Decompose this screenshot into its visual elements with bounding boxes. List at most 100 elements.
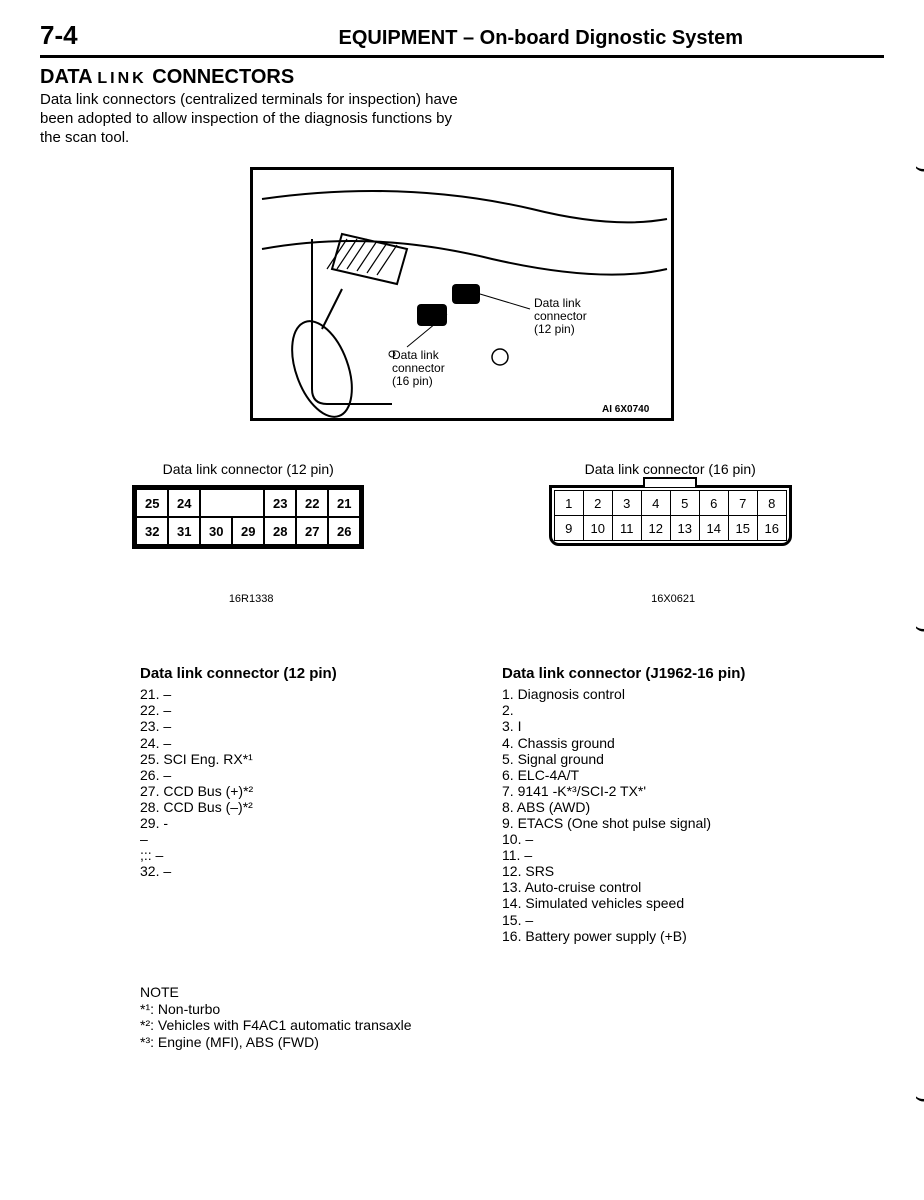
- connector-12pin-block: Data link connector (12 pin) 25 24 23 22…: [132, 461, 364, 553]
- pin-cell: 1: [554, 491, 583, 516]
- pin-cell: 15: [728, 516, 757, 541]
- pin-item: 29. -: [140, 815, 442, 831]
- svg-text:connector: connector: [534, 309, 587, 323]
- note-lines: *¹: Non-turbo*²: Vehicles with F4AC1 aut…: [140, 1001, 884, 1051]
- pin-cell: 27: [296, 517, 328, 545]
- pin-item: 5. Signal ground: [502, 751, 804, 767]
- note-line: *¹: Non-turbo: [140, 1001, 884, 1018]
- svg-text:Data link: Data link: [392, 348, 440, 362]
- page-title: EQUIPMENT – On-board Dignostic System: [198, 27, 884, 50]
- pin-cell: 16: [757, 516, 786, 541]
- pin-cell: 12: [641, 516, 670, 541]
- pin-item: 3. I: [502, 718, 804, 734]
- svg-text:(12 pin): (12 pin): [534, 322, 575, 336]
- pin-item: 11. –: [502, 847, 804, 863]
- pin-item: 28. CCD Bus (–)*²: [140, 799, 442, 815]
- pin-cell: 10: [583, 516, 612, 541]
- pin-cell: 26: [328, 517, 360, 545]
- pin-cell: 2: [583, 491, 612, 516]
- reference-codes-row: 16R1338 16X0621: [40, 593, 884, 605]
- pin-item: 26. –: [140, 767, 442, 783]
- svg-text:(16 pin): (16 pin): [392, 374, 433, 388]
- pin-cell: 7: [728, 491, 757, 516]
- pin-cell: 5: [670, 491, 699, 516]
- pin-item: 21. –: [140, 686, 442, 702]
- pin-cell: 23: [264, 489, 296, 517]
- page-edge-mark: ⌣: [914, 1080, 924, 1114]
- pin-item: 10. –: [502, 831, 804, 847]
- page-header: 7-4 EQUIPMENT – On-board Dignostic Syste…: [40, 20, 884, 58]
- pins16-list: 1. Diagnosis control2.3. I4. Chassis gro…: [502, 686, 804, 944]
- pin-item: 25. SCI Eng. RX*¹: [140, 751, 442, 767]
- pin-cell: 11: [612, 516, 641, 541]
- pin-cell: 21: [328, 489, 360, 517]
- dashboard-illustration: Data link connector (16 pin) Data link c…: [250, 167, 674, 421]
- note-line: *²: Vehicles with F4AC1 automatic transa…: [140, 1017, 884, 1034]
- pin-item: 6. ELC-4A/T: [502, 767, 804, 783]
- pins16-column: Data link connector (J1962-16 pin) 1. Di…: [502, 665, 804, 944]
- pin-item: 22. –: [140, 702, 442, 718]
- pin-cell: 3: [612, 491, 641, 516]
- pin-cell: 13: [670, 516, 699, 541]
- pin-cell: 30: [200, 517, 232, 545]
- pin-item: 1. Diagnosis control: [502, 686, 804, 702]
- svg-text:connector: connector: [392, 361, 445, 375]
- page-edge-mark: ⌣: [914, 150, 924, 184]
- svg-text:Data link: Data link: [534, 296, 582, 310]
- note-line: *³: Engine (MFI), ABS (FWD): [140, 1034, 884, 1051]
- ref-code: 16R1338: [229, 593, 274, 605]
- connector-12pin-diagram: 25 24 23 22 21 32 31 30 29 28 27 26: [132, 485, 364, 549]
- pin-cell: 8: [757, 491, 786, 516]
- illust-ref: AI 6X0740: [602, 404, 650, 415]
- note-block: NOTE *¹: Non-turbo*²: Vehicles with F4AC…: [140, 984, 884, 1051]
- pin-item: 23. –: [140, 718, 442, 734]
- pin-cell: [232, 489, 264, 517]
- pin-item: 14. Simulated vehicles speed: [502, 895, 804, 911]
- pin-cell: 24: [168, 489, 200, 517]
- connector-16pin-diagram: 1 2 3 4 5 6 7 8 9 10 11 12 13: [549, 485, 792, 546]
- connector-16pin-label: Data link connector (16 pin): [549, 461, 792, 477]
- pin-cell: 32: [136, 517, 168, 545]
- pin-cell: 29: [232, 517, 264, 545]
- pin-item: 15. –: [502, 912, 804, 928]
- intro-text: Data link connectors (centralized termin…: [40, 91, 460, 147]
- pin-item: 8. ABS (AWD): [502, 799, 804, 815]
- pin-item: 24. –: [140, 735, 442, 751]
- page-edge-mark: ⌣: [914, 610, 924, 644]
- pin-cell: 6: [699, 491, 728, 516]
- pin-cell: 9: [554, 516, 583, 541]
- pin-cell: 22: [296, 489, 328, 517]
- pin-cell: [200, 489, 232, 517]
- connector-12pin-label: Data link connector (12 pin): [132, 461, 364, 477]
- pin-item: 12. SRS: [502, 863, 804, 879]
- connector-16pin-tab: [643, 477, 697, 487]
- pin-item: ;:: –: [140, 847, 442, 863]
- pin-cell: 31: [168, 517, 200, 545]
- connector-diagrams-row: Data link connector (12 pin) 25 24 23 22…: [40, 461, 884, 553]
- pin-item: 2.: [502, 702, 804, 718]
- pin-cell: 14: [699, 516, 728, 541]
- pin-item: 13. Auto-cruise control: [502, 879, 804, 895]
- title-word: LINK: [97, 70, 146, 87]
- pin-item: 16. Battery power supply (+B): [502, 928, 804, 944]
- pin-lists-row: Data link connector (12 pin) 21. –22. –2…: [140, 665, 804, 944]
- pin-item: 7. 9141 -K*³/SCI-2 TX*': [502, 783, 804, 799]
- note-heading: NOTE: [140, 984, 884, 1001]
- pin-cell: 28: [264, 517, 296, 545]
- ref-code: 16X0621: [651, 593, 695, 605]
- connector-16pin-block: Data link connector (16 pin) 1 2 3 4 5 6…: [549, 461, 792, 553]
- pin-item: –: [140, 831, 442, 847]
- pin-item: 9. ETACS (One shot pulse signal): [502, 815, 804, 831]
- title-word: DATA: [40, 66, 92, 88]
- pins16-title: Data link connector (J1962-16 pin): [502, 665, 804, 682]
- pins12-list: 21. –22. –23. –24. –25. SCI Eng. RX*¹26.…: [140, 686, 442, 879]
- pin-item: 4. Chassis ground: [502, 735, 804, 751]
- pin-item: 32. –: [140, 863, 442, 879]
- section-title: DATA LINK CONNECTORS: [40, 66, 884, 89]
- pin-cell: 25: [136, 489, 168, 517]
- title-word: CONNECTORS: [152, 66, 294, 88]
- pins12-column: Data link connector (12 pin) 21. –22. –2…: [140, 665, 442, 944]
- pins12-title: Data link connector (12 pin): [140, 665, 442, 682]
- page-number: 7-4: [40, 20, 78, 51]
- pin-item: 27. CCD Bus (+)*²: [140, 783, 442, 799]
